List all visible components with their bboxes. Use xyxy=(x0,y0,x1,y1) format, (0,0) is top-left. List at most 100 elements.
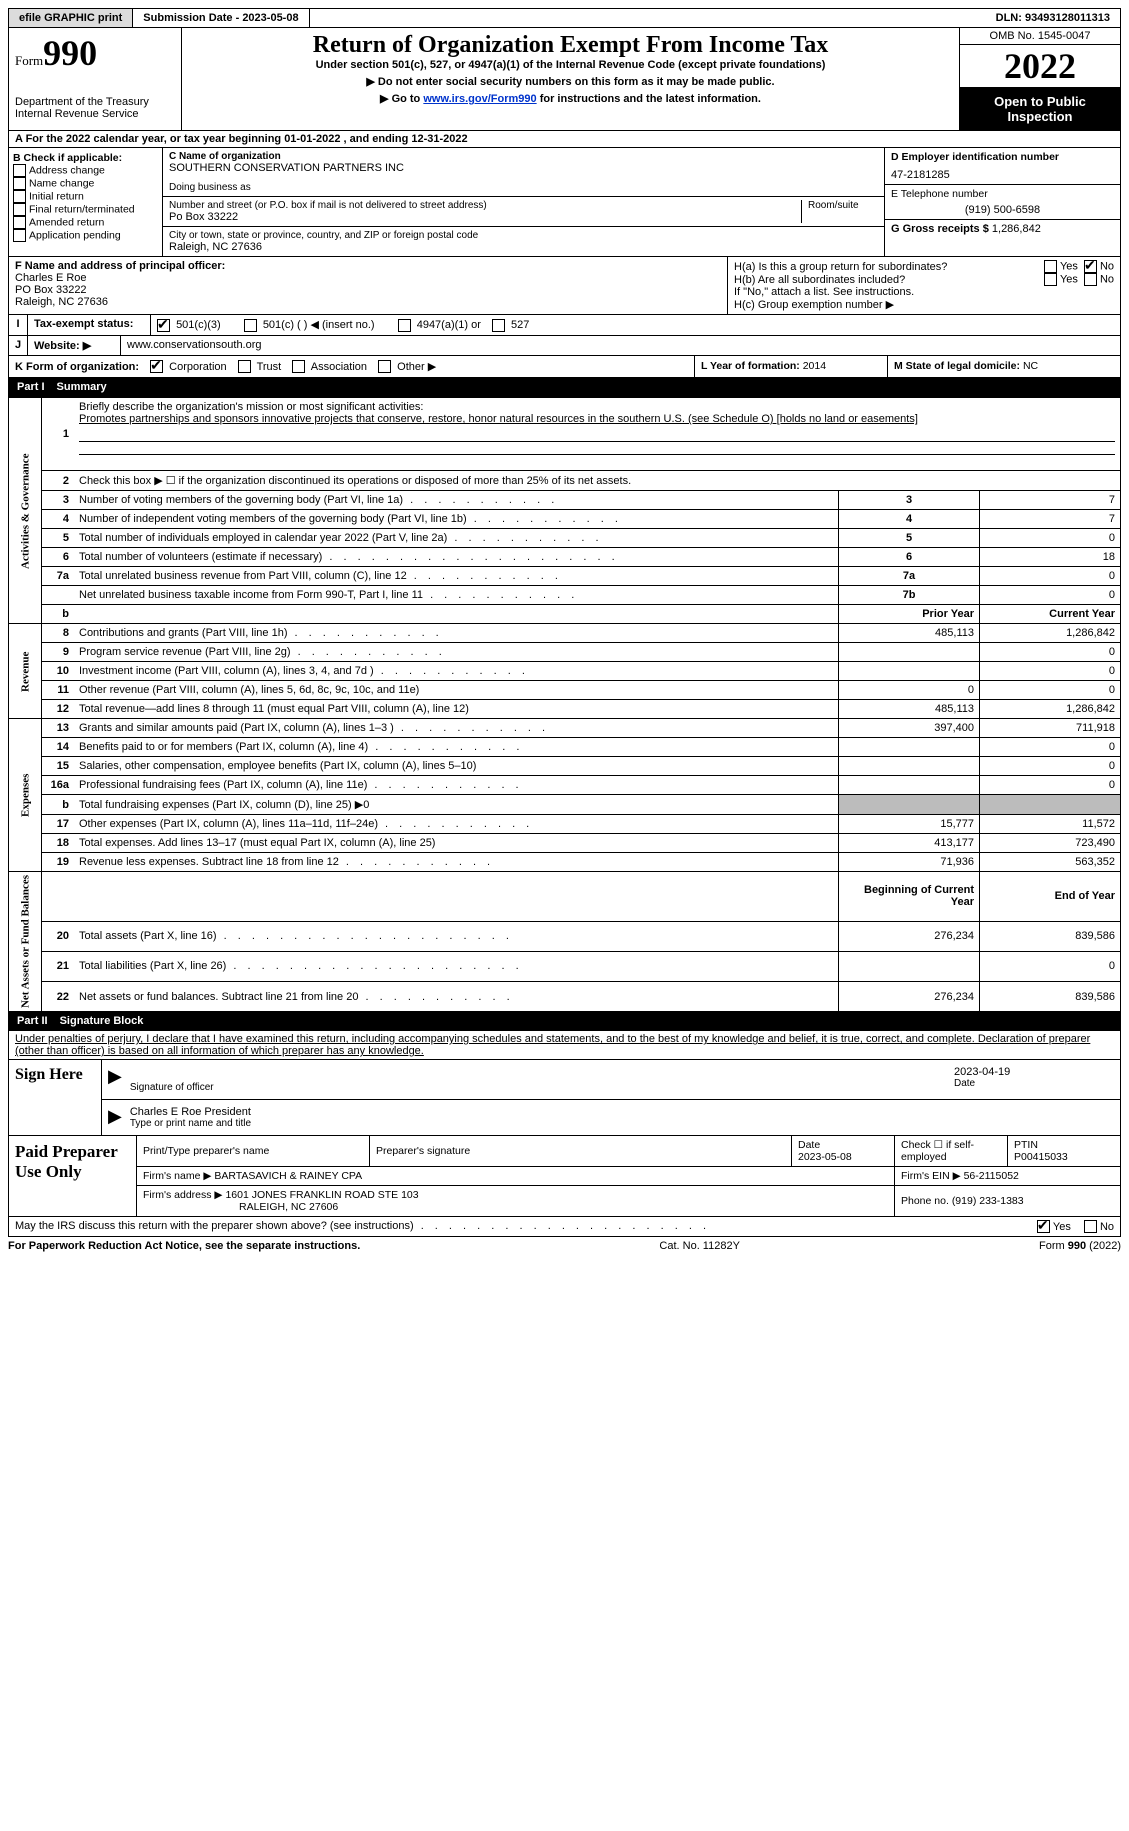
officer-name: Charles E Roe xyxy=(15,272,721,284)
irs-link[interactable]: www.irs.gov/Form990 xyxy=(423,93,536,105)
firm-name-label: Firm's name ▶ xyxy=(143,1170,211,1182)
opt-501c[interactable]: 501(c) ( ) ◀ (insert no.) xyxy=(244,319,375,331)
footer: For Paperwork Reduction Act Notice, see … xyxy=(8,1237,1121,1255)
check-name-change[interactable]: Name change xyxy=(13,177,158,190)
k-association[interactable]: Association xyxy=(292,361,367,373)
open-to-public: Open to Public Inspection xyxy=(960,88,1120,130)
exp-row: Total fundraising expenses (Part IX, col… xyxy=(74,795,839,815)
paperwork-notice: For Paperwork Reduction Act Notice, see … xyxy=(8,1240,360,1252)
sig-name: Charles E Roe President xyxy=(130,1106,1114,1118)
arrow-icon: ▶ xyxy=(108,1066,122,1093)
check-application-pending[interactable]: Application pending xyxy=(13,229,158,242)
gov-row: Number of voting members of the governin… xyxy=(74,491,839,510)
website-row: J Website: ▶ www.conservationsouth.org xyxy=(8,336,1121,356)
firm-addr1: 1601 JONES FRANKLIN ROAD STE 103 xyxy=(225,1189,418,1201)
gov-row: Total number of individuals employed in … xyxy=(74,529,839,548)
officer-label: F Name and address of principal officer: xyxy=(15,260,721,272)
exp-row: Grants and similar amounts paid (Part IX… xyxy=(74,719,839,738)
sidelabel-netassets: Net Assets or Fund Balances xyxy=(9,872,42,1012)
prior-year-header: Prior Year xyxy=(839,605,980,624)
preparer-block: Paid Preparer Use Only Print/Type prepar… xyxy=(8,1136,1121,1217)
part-2-header: Part II Signature Block xyxy=(8,1012,1121,1031)
discuss-text: May the IRS discuss this return with the… xyxy=(15,1220,710,1233)
hb-note: If "No," attach a list. See instructions… xyxy=(734,286,1114,298)
line-k-label: K Form of organization: xyxy=(15,361,139,373)
begin-year-header: Beginning of Current Year xyxy=(839,872,980,921)
efile-print-button[interactable]: efile GRAPHIC print xyxy=(9,9,133,27)
part-2-title: Signature Block xyxy=(60,1015,144,1027)
firm-ein: 56-2115052 xyxy=(964,1170,1019,1182)
prep-sig-label: Preparer's signature xyxy=(370,1136,792,1167)
rev-row: Contributions and grants (Part VIII, lin… xyxy=(74,624,839,643)
phone-value: (919) 500-6598 xyxy=(891,204,1114,216)
discuss-row: May the IRS discuss this return with the… xyxy=(8,1217,1121,1237)
gov-row: Total number of volunteers (estimate if … xyxy=(74,548,839,567)
dba-label: Doing business as xyxy=(169,182,878,193)
exp-row: Revenue less expenses. Subtract line 18 … xyxy=(74,853,839,872)
city-label: City or town, state or province, country… xyxy=(169,230,878,241)
prep-print-label: Print/Type preparer's name xyxy=(137,1136,370,1167)
rev-row: Other revenue (Part VIII, column (A), li… xyxy=(74,681,839,700)
firm-addr2: RALEIGH, NC 27606 xyxy=(239,1201,338,1213)
firm-phone: (919) 233-1383 xyxy=(952,1195,1024,1207)
cat-number: Cat. No. 11282Y xyxy=(659,1240,740,1252)
part-2-label: Part II xyxy=(17,1015,48,1027)
check-initial-return[interactable]: Initial return xyxy=(13,190,158,203)
sign-here-label: Sign Here xyxy=(9,1060,102,1135)
gov-row: Total unrelated business revenue from Pa… xyxy=(74,567,839,586)
hb-yes[interactable]: Yes xyxy=(1044,273,1078,286)
prep-self-employed[interactable]: Check ☐ if self-employed xyxy=(895,1136,1008,1167)
ein-value: 47-2181285 xyxy=(891,169,1114,181)
arrow-icon: ▶ xyxy=(108,1106,122,1129)
check-address-change[interactable]: Address change xyxy=(13,164,158,177)
summary-table: Activities & Governance 1 Briefly descri… xyxy=(8,397,1121,1012)
preparer-header: Paid Preparer Use Only xyxy=(9,1136,137,1216)
sig-officer-label: Signature of officer xyxy=(130,1082,954,1093)
k-other[interactable]: Other ▶ xyxy=(378,361,436,373)
form-subtitle-1: Under section 501(c), 527, or 4947(a)(1)… xyxy=(188,59,953,71)
exp-row: Salaries, other compensation, employee b… xyxy=(74,757,839,776)
mission-text: Promotes partnerships and sponsors innov… xyxy=(79,413,918,425)
sidelabel-expenses: Expenses xyxy=(9,719,42,872)
website-value: www.conservationsouth.org xyxy=(121,336,1120,355)
part-1-title: Summary xyxy=(57,381,107,393)
check-amended-return[interactable]: Amended return xyxy=(13,216,158,229)
sig-date-label: Date xyxy=(954,1078,1114,1089)
phone-label: E Telephone number xyxy=(891,188,1114,200)
gross-receipts-value: 1,286,842 xyxy=(992,223,1041,235)
form-header: Form990 Department of the Treasury Inter… xyxy=(8,28,1121,131)
line-m-value: NC xyxy=(1023,360,1038,372)
exp-row: Total expenses. Add lines 13–17 (must eq… xyxy=(74,834,839,853)
k-trust[interactable]: Trust xyxy=(238,361,282,373)
discuss-yes[interactable]: Yes xyxy=(1037,1221,1071,1233)
net-row: Total assets (Part X, line 16) xyxy=(74,921,839,951)
k-corporation[interactable]: Corporation xyxy=(150,361,227,373)
rev-row: Investment income (Part VIII, column (A)… xyxy=(74,662,839,681)
topbar: efile GRAPHIC print Submission Date - 20… xyxy=(8,8,1121,28)
net-row: Total liabilities (Part X, line 26) xyxy=(74,951,839,981)
street-label: Number and street (or P.O. box if mail i… xyxy=(169,200,795,211)
ein-label: D Employer identification number xyxy=(891,151,1114,163)
rev-row: Total revenue—add lines 8 through 11 (mu… xyxy=(74,700,839,719)
opt-527[interactable]: 527 xyxy=(492,319,529,331)
end-year-header: End of Year xyxy=(980,872,1121,921)
hb-no[interactable]: No xyxy=(1084,273,1114,286)
gov-row: Number of independent voting members of … xyxy=(74,510,839,529)
prep-date-label: Date xyxy=(798,1139,820,1151)
form-title: Return of Organization Exempt From Incom… xyxy=(188,32,953,59)
omb-number: OMB No. 1545-0047 xyxy=(960,28,1120,45)
tax-year: 2022 xyxy=(960,45,1120,88)
check-final-return[interactable]: Final return/terminated xyxy=(13,203,158,216)
exp-row: Benefits paid to or for members (Part IX… xyxy=(74,738,839,757)
ha-no[interactable]: No xyxy=(1084,260,1114,273)
mission-label: Briefly describe the organization's miss… xyxy=(79,401,423,413)
rev-row: Program service revenue (Part VIII, line… xyxy=(74,643,839,662)
ha-yes[interactable]: Yes xyxy=(1044,260,1078,273)
opt-4947[interactable]: 4947(a)(1) or xyxy=(398,319,481,331)
org-name-label: C Name of organization xyxy=(169,151,878,162)
box-b-label: B Check if applicable: xyxy=(13,152,158,164)
opt-501c3[interactable]: 501(c)(3) xyxy=(157,319,221,331)
net-row: Net assets or fund balances. Subtract li… xyxy=(74,981,839,1011)
gross-receipts-label: G Gross receipts $ xyxy=(891,223,989,235)
discuss-no[interactable]: No xyxy=(1084,1221,1114,1233)
